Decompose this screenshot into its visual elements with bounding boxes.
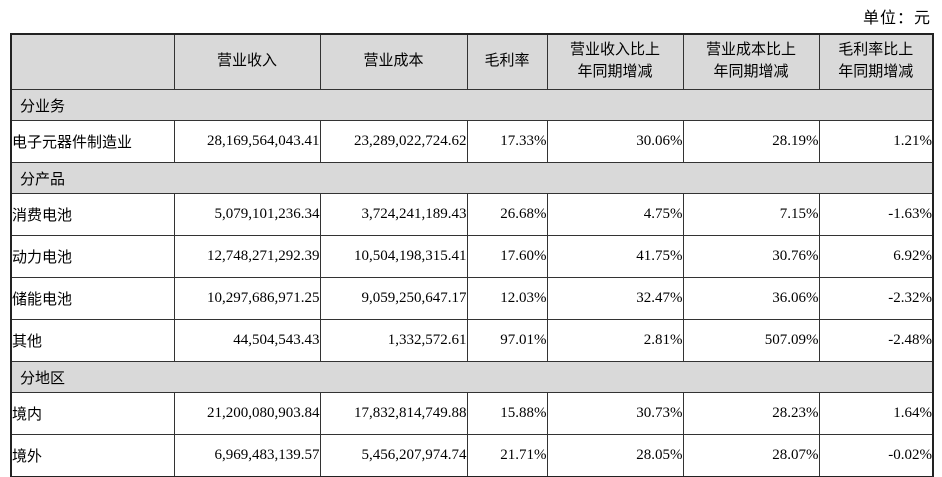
cell-revenue-yoy: 4.75% bbox=[546, 193, 684, 236]
cell-cost-yoy: 28.07% bbox=[682, 434, 820, 477]
col-header-cost: 营业成本 bbox=[319, 33, 468, 90]
section-row-business: 分业务 bbox=[10, 89, 934, 121]
table-row: 动力电池 12,748,271,292.39 10,504,198,315.41… bbox=[10, 235, 934, 278]
cell-margin-yoy: -0.02% bbox=[818, 434, 934, 477]
section-label: 分地区 bbox=[10, 361, 934, 393]
col-header-revenue: 营业收入 bbox=[173, 33, 321, 90]
table-row: 电子元器件制造业 28,169,564,043.41 23,289,022,72… bbox=[10, 120, 934, 163]
row-label: 消费电池 bbox=[10, 193, 175, 236]
cell-revenue-yoy: 32.47% bbox=[546, 277, 684, 320]
cell-revenue: 21,200,080,903.84 bbox=[173, 392, 321, 435]
table-row: 储能电池 10,297,686,971.25 9,059,250,647.17 … bbox=[10, 277, 934, 320]
section-label: 分业务 bbox=[10, 89, 934, 121]
cell-cost: 3,724,241,189.43 bbox=[319, 193, 468, 236]
row-label: 其他 bbox=[10, 319, 175, 362]
cell-margin: 15.88% bbox=[466, 392, 548, 435]
table-row: 其他 44,504,543.43 1,332,572.61 97.01% 2.8… bbox=[10, 319, 934, 362]
cell-cost-yoy: 7.15% bbox=[682, 193, 820, 236]
table-row: 境内 21,200,080,903.84 17,832,814,749.88 1… bbox=[10, 392, 934, 435]
cell-cost-yoy: 507.09% bbox=[682, 319, 820, 362]
cell-revenue-yoy: 28.05% bbox=[546, 434, 684, 477]
section-row-product: 分产品 bbox=[10, 162, 934, 194]
cell-cost-yoy: 28.19% bbox=[682, 120, 820, 163]
unit-label: 单位：元 bbox=[862, 10, 931, 27]
cell-cost: 17,832,814,749.88 bbox=[319, 392, 468, 435]
row-label: 境外 bbox=[10, 434, 175, 477]
cell-revenue: 5,079,101,236.34 bbox=[173, 193, 321, 236]
cell-margin-yoy: -2.32% bbox=[818, 277, 934, 320]
cell-revenue-yoy: 41.75% bbox=[546, 235, 684, 278]
cell-cost: 5,456,207,974.74 bbox=[319, 434, 468, 477]
cell-margin-yoy: 1.21% bbox=[818, 120, 934, 163]
row-label: 电子元器件制造业 bbox=[10, 120, 175, 163]
cell-margin: 17.33% bbox=[466, 120, 548, 163]
cell-revenue-yoy: 2.81% bbox=[546, 319, 684, 362]
cell-margin: 17.60% bbox=[466, 235, 548, 278]
cell-cost: 9,059,250,647.17 bbox=[319, 277, 468, 320]
cell-revenue-yoy: 30.73% bbox=[546, 392, 684, 435]
cell-revenue: 10,297,686,971.25 bbox=[173, 277, 321, 320]
cell-revenue-yoy: 30.06% bbox=[546, 120, 684, 163]
segment-revenue-table: 营业收入 营业成本 毛利率 营业收入比上 年同期增减 营业成本比上 年同期增减 … bbox=[10, 33, 934, 477]
cell-cost-yoy: 36.06% bbox=[682, 277, 820, 320]
cell-revenue: 44,504,543.43 bbox=[173, 319, 321, 362]
section-row-region: 分地区 bbox=[10, 361, 934, 393]
cell-margin-yoy: -2.48% bbox=[818, 319, 934, 362]
table-header-row: 营业收入 营业成本 毛利率 营业收入比上 年同期增减 营业成本比上 年同期增减 … bbox=[10, 33, 934, 90]
col-header-blank bbox=[10, 33, 175, 90]
table-row: 境外 6,969,483,139.57 5,456,207,974.74 21.… bbox=[10, 434, 934, 477]
cell-cost-yoy: 28.23% bbox=[682, 392, 820, 435]
section-label: 分产品 bbox=[10, 162, 934, 194]
cell-cost-yoy: 30.76% bbox=[682, 235, 820, 278]
cell-margin: 12.03% bbox=[466, 277, 548, 320]
table-row: 消费电池 5,079,101,236.34 3,724,241,189.43 2… bbox=[10, 193, 934, 236]
row-label: 动力电池 bbox=[10, 235, 175, 278]
cell-margin: 97.01% bbox=[466, 319, 548, 362]
col-header-cost-yoy: 营业成本比上 年同期增减 bbox=[682, 33, 820, 90]
cell-margin: 21.71% bbox=[466, 434, 548, 477]
cell-cost: 10,504,198,315.41 bbox=[319, 235, 468, 278]
cell-revenue: 12,748,271,292.39 bbox=[173, 235, 321, 278]
cell-cost: 23,289,022,724.62 bbox=[319, 120, 468, 163]
cell-margin-yoy: -1.63% bbox=[818, 193, 934, 236]
cell-revenue: 28,169,564,043.41 bbox=[173, 120, 321, 163]
cell-revenue: 6,969,483,139.57 bbox=[173, 434, 321, 477]
row-label: 境内 bbox=[10, 392, 175, 435]
row-label: 储能电池 bbox=[10, 277, 175, 320]
cell-margin-yoy: 1.64% bbox=[818, 392, 934, 435]
col-header-margin: 毛利率 bbox=[466, 33, 548, 90]
col-header-revenue-yoy: 营业收入比上 年同期增减 bbox=[546, 33, 684, 90]
cell-margin: 26.68% bbox=[466, 193, 548, 236]
cell-cost: 1,332,572.61 bbox=[319, 319, 468, 362]
col-header-margin-yoy: 毛利率比上 年同期增减 bbox=[818, 33, 934, 90]
cell-margin-yoy: 6.92% bbox=[818, 235, 934, 278]
